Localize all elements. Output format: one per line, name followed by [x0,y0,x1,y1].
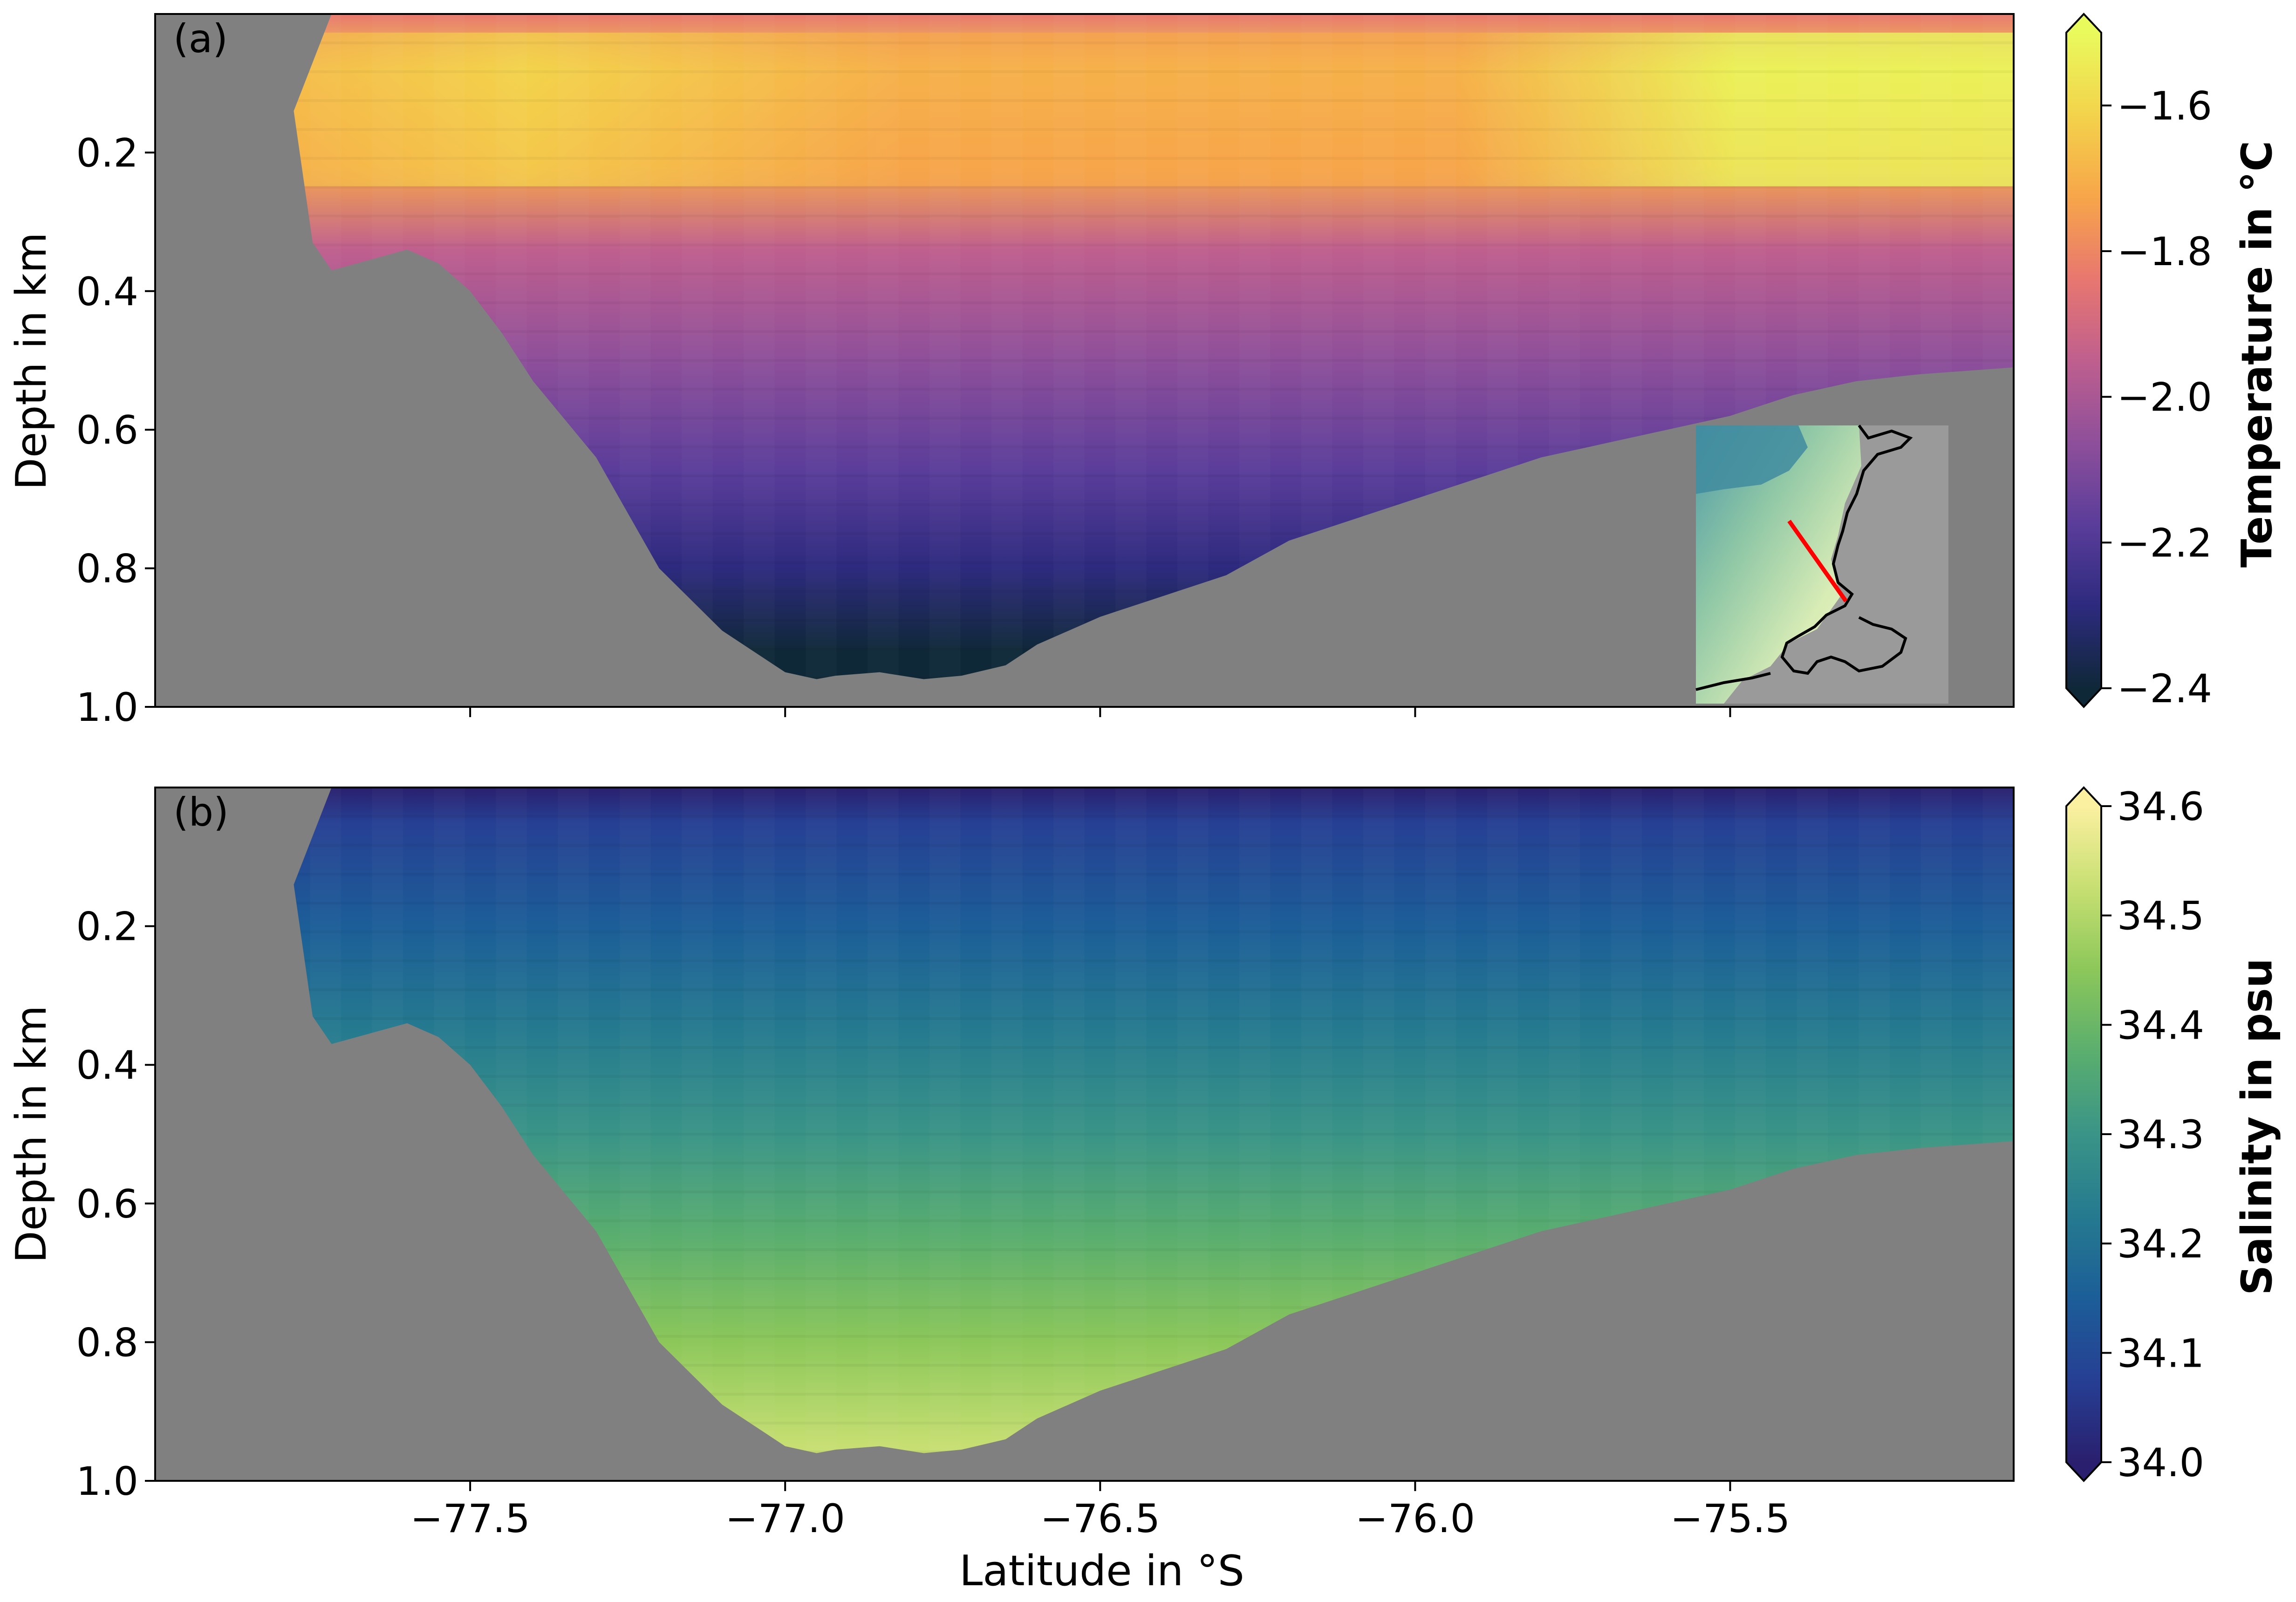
salinity-y-ticks: 0.2 0.4 0.6 0.8 1.0 [76,904,155,1504]
y-tick-label: 0.2 [76,130,138,176]
bathymetry-mask-a [155,14,2014,707]
temperature-axes-frame [154,13,2015,708]
colorbar-tick-label: 34.0 [2117,1440,2204,1486]
temperature-warm-layer [155,33,2014,186]
colorbar-tick-label: −2.0 [2117,375,2212,420]
y-axis-label-b: Depth in km [7,1005,56,1263]
y-axis-label-a: Depth in km [7,232,56,490]
inset-ice-shelf-edge [1695,672,1771,691]
temperature-colorbar: −2.4 −2.2 −2.0 −1.8 −1.6 [2065,13,2212,712]
x-tick-label: −77.5 [410,1496,530,1541]
colorbar-tick-label: 34.3 [2117,1112,2204,1157]
panel-label-b: (b) [173,789,229,835]
colorbar-tick-label: −2.2 [2117,520,2212,566]
inset-map [1695,424,1948,704]
y-tick-label: 0.2 [76,904,138,950]
y-tick-label: 1.0 [76,1458,138,1504]
salinity-panel: 0.2 0.4 0.6 0.8 1.0 −77.5 −77.0 −76.5 −76.0 −75.… [7,787,2015,1595]
salinity-colorbar: 34.0 34.1 34.2 34.3 34.4 34.5 34.6 [2065,784,2204,1486]
x-tick-label: −76.0 [1355,1496,1475,1541]
colorbar-tick-label: −1.8 [2117,229,2212,274]
y-tick-label: 0.6 [76,407,138,453]
colorbar-tick-label: 34.1 [2117,1330,2204,1376]
colorbar-extend-max [2066,14,2101,33]
y-tick-label: 0.4 [76,1042,138,1088]
colorbar-tick-label: 34.6 [2117,784,2204,829]
bathymetry-mask-b [155,787,2014,1481]
salinity-x-ticks: −77.5 −77.0 −76.5 −76.0 −75.5 [410,1481,1790,1541]
colorbar-tick-label: −2.4 [2117,666,2212,712]
y-tick-label: 0.8 [76,1320,138,1365]
y-tick-label: 0.8 [76,546,138,592]
colorbar-body [2066,33,2101,688]
colorbar-extend-max [2066,787,2101,806]
panel-label-a: (a) [173,16,228,62]
x-tick-label: −76.5 [1040,1496,1160,1541]
x-tick-label: −77.0 [725,1496,845,1541]
colorbar-tick-label: 34.2 [2117,1221,2204,1267]
salinity-axes-frame [154,787,2015,1482]
temperature-colorbar-label: Temperature in °C [2233,141,2282,568]
temperature-panel: 0.2 0.4 0.6 0.8 1.0 (a) Depth in km [7,13,2015,730]
colorbar-body [2066,806,2101,1462]
colorbar-extend-min [2066,1462,2101,1481]
temperature-y-ticks: 0.2 0.4 0.6 0.8 1.0 [76,130,155,730]
salinity-colorbar-label: Salinity in psu [2233,958,2282,1295]
y-tick-label: 0.4 [76,269,138,315]
y-tick-label: 1.0 [76,685,138,730]
temperature-x-ticks [469,707,1731,717]
x-tick-label: −75.5 [1670,1496,1790,1541]
colorbar-tick-label: −1.6 [2117,83,2212,129]
colorbar-extend-min [2066,688,2101,707]
inset-section-track [1787,520,1848,602]
inset-ocean [1696,425,1861,704]
colorbar-tick-label: 34.4 [2117,1002,2204,1048]
colorbar-tick-label: 34.5 [2117,893,2204,939]
y-tick-label: 0.6 [76,1181,138,1227]
x-axis-label: Latitude in °S [959,1547,1244,1595]
inset-coastline [1780,424,1913,675]
inset-deep-water [1696,425,1808,494]
